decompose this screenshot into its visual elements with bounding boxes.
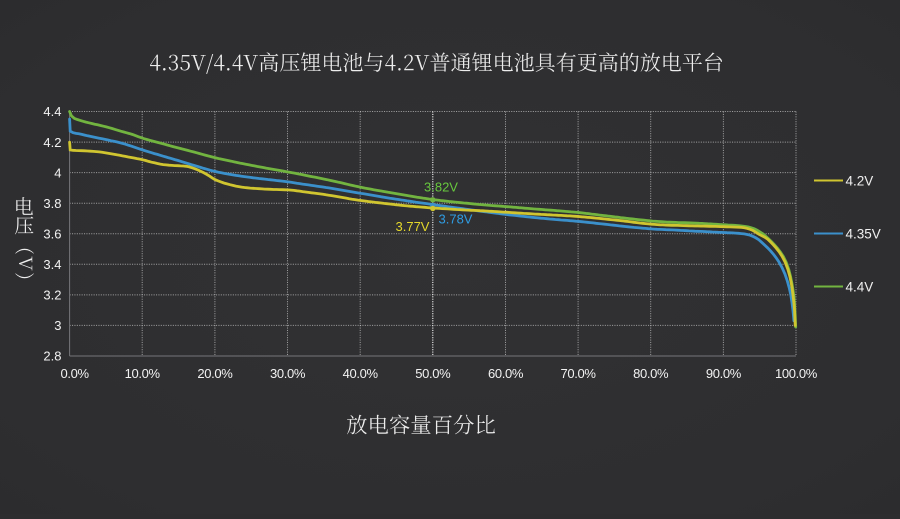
svg-text:3.2: 3.2	[43, 288, 61, 303]
svg-text:70.0%: 70.0%	[561, 366, 597, 381]
svg-text:80.0%: 80.0%	[633, 366, 669, 381]
svg-text:50.0%: 50.0%	[415, 366, 451, 381]
svg-text:3.78V: 3.78V	[439, 211, 473, 226]
svg-text:60.0%: 60.0%	[488, 366, 524, 381]
svg-text:3.82V: 3.82V	[424, 180, 458, 195]
svg-text:4.4V: 4.4V	[846, 279, 874, 294]
svg-text:40.0%: 40.0%	[343, 366, 379, 381]
svg-text:10.0%: 10.0%	[125, 366, 161, 381]
svg-text:4: 4	[54, 165, 61, 180]
svg-text:4.35V: 4.35V	[846, 226, 881, 241]
svg-text:30.0%: 30.0%	[270, 366, 306, 381]
svg-text:3.4: 3.4	[43, 257, 61, 272]
svg-text:4.4: 4.4	[43, 104, 61, 119]
svg-text:2.8: 2.8	[43, 349, 61, 364]
svg-text:4.2: 4.2	[43, 135, 61, 150]
svg-text:4.2V: 4.2V	[846, 173, 874, 188]
svg-text:90.0%: 90.0%	[706, 366, 742, 381]
svg-text:0.0%: 0.0%	[60, 366, 89, 381]
svg-text:20.0%: 20.0%	[197, 366, 233, 381]
svg-text:3: 3	[54, 318, 61, 333]
svg-text:100.0%: 100.0%	[775, 366, 818, 381]
svg-text:3.77V: 3.77V	[396, 219, 430, 234]
svg-text:3.8: 3.8	[43, 196, 61, 211]
svg-text:3.6: 3.6	[43, 226, 61, 241]
